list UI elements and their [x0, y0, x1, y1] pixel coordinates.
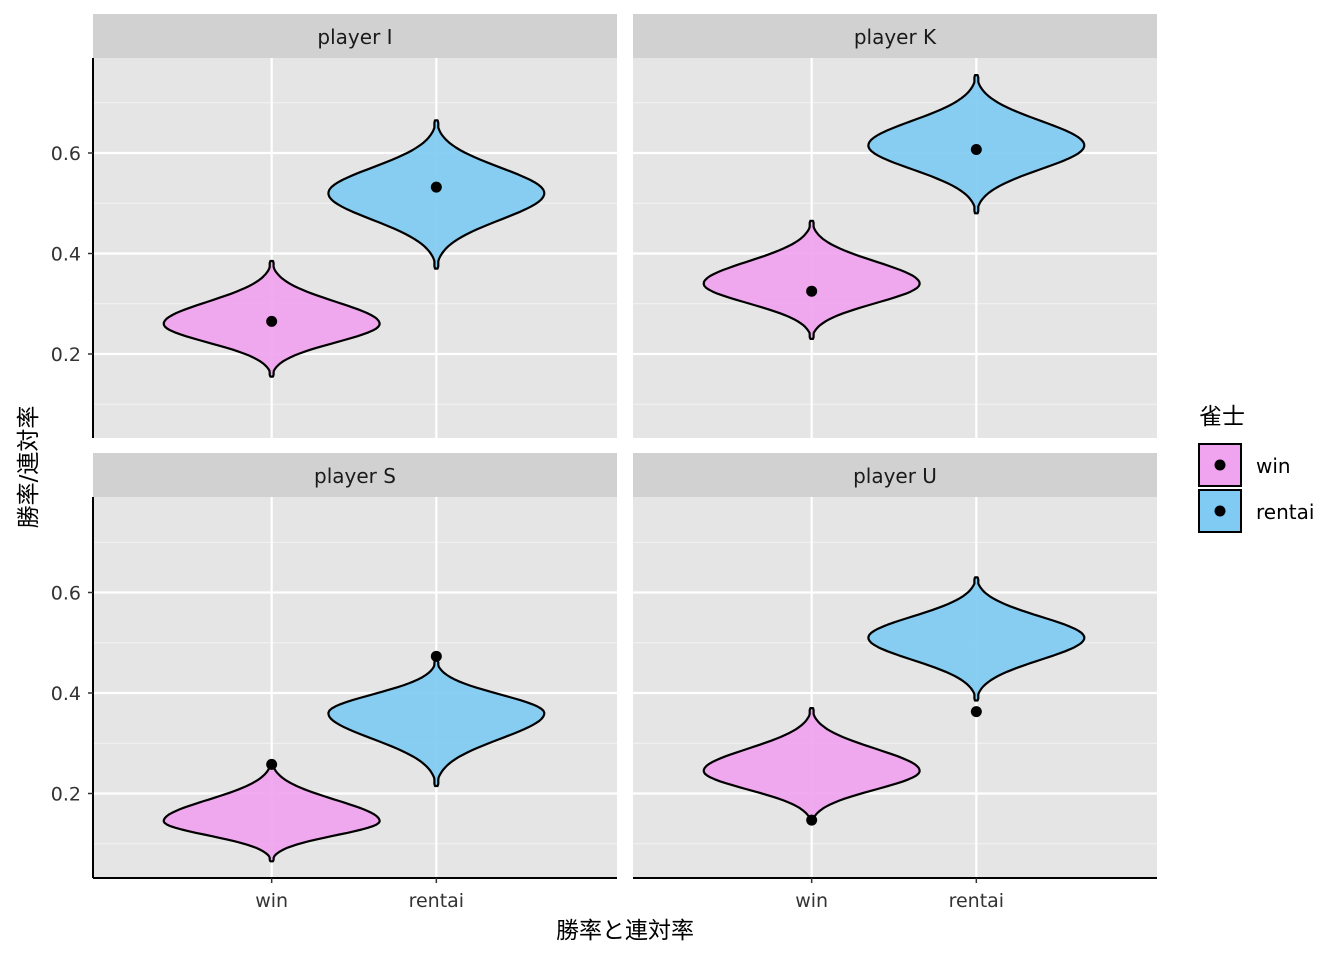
x-axis-title: 勝率と連対率 — [556, 918, 694, 944]
facet-panel: player U win rentai — [633, 453, 1157, 912]
legend-entry: rentai — [1198, 489, 1314, 533]
x-tick-label: rentai — [949, 890, 1005, 912]
facet-strip — [633, 14, 1157, 58]
y-axis-title: 勝率/連対率 — [16, 406, 42, 529]
facet-title: player I — [317, 25, 392, 49]
violin-rentai — [327, 119, 546, 270]
panel-background — [633, 497, 1157, 878]
mean-point-rentai — [970, 143, 982, 155]
mean-point-win — [806, 285, 818, 297]
facet-panel: player K — [633, 14, 1157, 438]
x-tick-label: win — [255, 890, 288, 912]
mean-point-win — [266, 758, 278, 770]
panel-background — [93, 58, 617, 438]
facet-title: player S — [314, 464, 396, 488]
mean-point-rentai — [970, 706, 982, 718]
mean-point-rentai — [430, 650, 442, 662]
y-tick-label: 0.4 — [51, 244, 81, 266]
legend-point — [1214, 459, 1226, 471]
mean-point-win — [266, 315, 278, 327]
facet-title: player U — [853, 464, 937, 488]
legend-entry: win — [1198, 443, 1291, 487]
facet-panel: player I 0.2 0.4 0.6 — [51, 14, 617, 438]
y-tick-label: 0.6 — [51, 583, 81, 605]
legend: 雀士 win rentai — [1198, 404, 1314, 533]
legend-label: win — [1256, 454, 1291, 478]
mean-point-rentai — [430, 181, 442, 193]
violin-win — [702, 707, 921, 825]
facet-strip — [93, 453, 617, 497]
panel-background — [633, 58, 1157, 438]
facet-strip — [633, 453, 1157, 497]
facet-panel: player S 0.2 0.4 0.6 win rentai — [51, 453, 617, 912]
mean-point-win — [806, 814, 818, 826]
legend-title: 雀士 — [1199, 404, 1245, 430]
legend-point — [1214, 505, 1226, 517]
legend-keys: win rentai — [1198, 443, 1314, 533]
x-tick-label: win — [795, 890, 828, 912]
violin-rentai — [867, 576, 1086, 702]
y-tick-label: 0.4 — [51, 683, 81, 705]
y-tick-label: 0.2 — [51, 344, 81, 366]
facet-strip — [93, 14, 617, 58]
violin-win — [702, 219, 921, 340]
legend-label: rentai — [1256, 500, 1314, 524]
y-tick-label: 0.6 — [51, 143, 81, 165]
facet-title: player K — [854, 25, 937, 49]
panels-layer: player I 0.2 0.4 0.6 player K player S 0.2 0.4 0… — [51, 14, 1157, 912]
x-tick-label: rentai — [409, 890, 465, 912]
y-tick-label: 0.2 — [51, 784, 81, 806]
